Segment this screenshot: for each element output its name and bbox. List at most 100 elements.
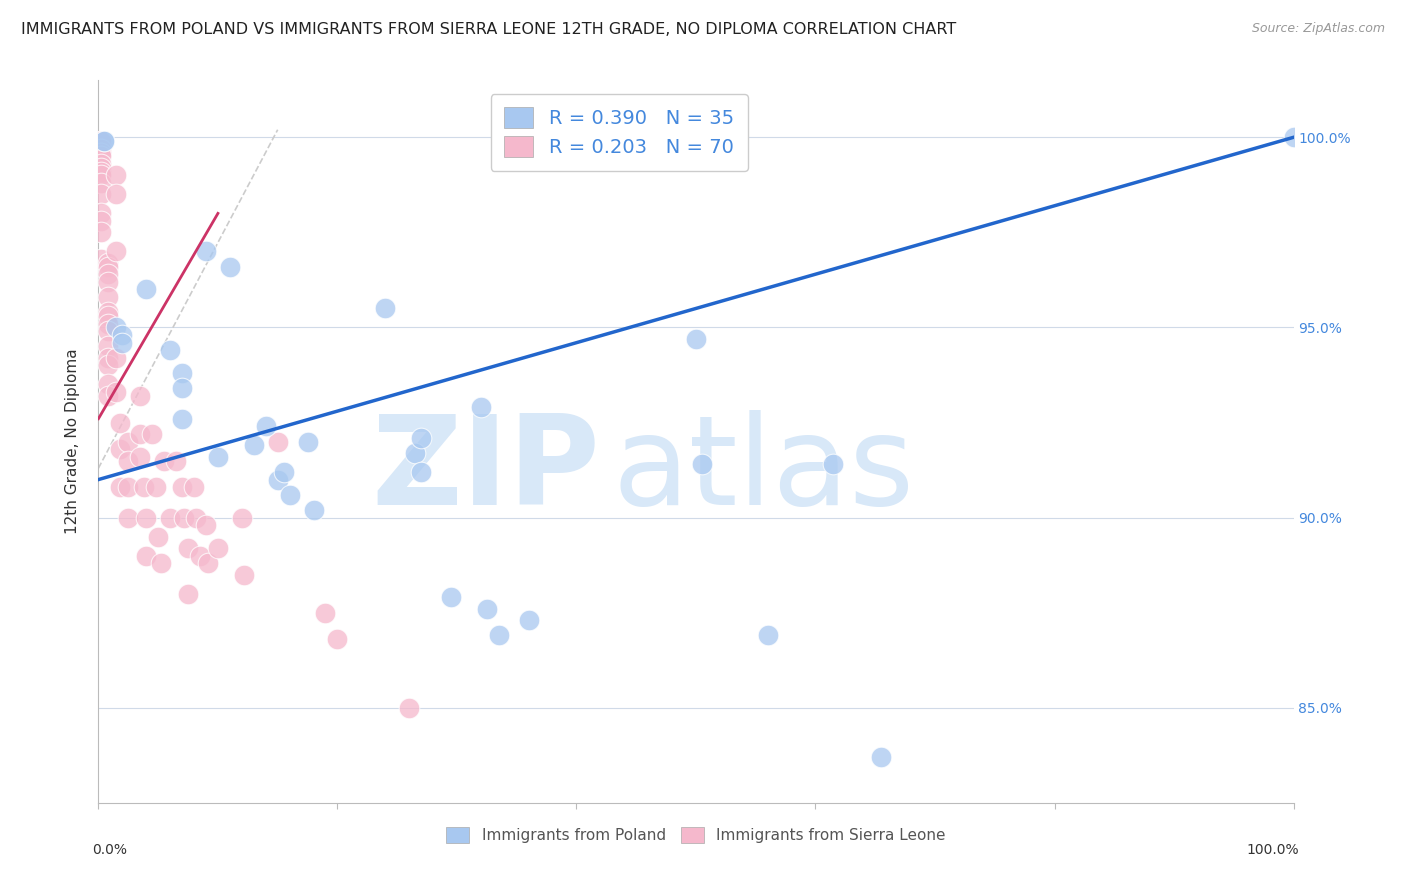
Point bbox=[411, 431, 433, 445]
Point bbox=[90, 157, 112, 171]
Point bbox=[172, 411, 194, 425]
Point bbox=[517, 613, 540, 627]
Point bbox=[105, 320, 128, 334]
Point bbox=[129, 426, 152, 441]
Point bbox=[135, 549, 157, 563]
Point bbox=[97, 351, 120, 365]
Point bbox=[1282, 130, 1305, 145]
Point bbox=[97, 267, 120, 281]
Point bbox=[90, 161, 112, 175]
Point bbox=[685, 332, 707, 346]
Point bbox=[97, 317, 120, 331]
Point bbox=[97, 275, 120, 289]
Point bbox=[90, 134, 112, 148]
Point bbox=[302, 503, 325, 517]
Text: 0.0%: 0.0% bbox=[93, 843, 128, 856]
Point bbox=[404, 446, 426, 460]
Point bbox=[90, 226, 112, 240]
Point bbox=[219, 260, 242, 274]
Point bbox=[172, 480, 194, 494]
Point bbox=[90, 134, 112, 148]
Point bbox=[97, 260, 120, 274]
Point bbox=[145, 480, 167, 494]
Point bbox=[117, 434, 139, 449]
Point bbox=[183, 480, 205, 494]
Point bbox=[326, 632, 349, 647]
Point bbox=[117, 510, 139, 524]
Point bbox=[297, 434, 319, 449]
Text: ZIP: ZIP bbox=[371, 410, 600, 531]
Point bbox=[172, 381, 194, 395]
Point bbox=[90, 142, 112, 156]
Point bbox=[470, 401, 492, 415]
Point bbox=[231, 510, 253, 524]
Text: IMMIGRANTS FROM POLAND VS IMMIGRANTS FROM SIERRA LEONE 12TH GRADE, NO DIPLOMA CO: IMMIGRANTS FROM POLAND VS IMMIGRANTS FRO… bbox=[21, 22, 956, 37]
Point bbox=[207, 450, 229, 464]
Y-axis label: 12th Grade, No Diploma: 12th Grade, No Diploma bbox=[65, 349, 80, 534]
Point bbox=[111, 335, 134, 350]
Point bbox=[90, 206, 112, 220]
Point bbox=[97, 305, 120, 319]
Point bbox=[129, 389, 152, 403]
Point bbox=[90, 145, 112, 160]
Point bbox=[93, 134, 115, 148]
Point bbox=[159, 510, 181, 524]
Point bbox=[195, 244, 218, 259]
Point bbox=[233, 567, 256, 582]
Point bbox=[177, 541, 200, 555]
Point bbox=[411, 465, 433, 479]
Point bbox=[90, 176, 112, 190]
Point bbox=[756, 628, 779, 642]
Point bbox=[243, 438, 266, 452]
Point bbox=[97, 359, 120, 373]
Point bbox=[870, 750, 893, 764]
Point bbox=[475, 602, 498, 616]
Point bbox=[148, 530, 170, 544]
Point bbox=[97, 389, 120, 403]
Point bbox=[129, 450, 152, 464]
Point bbox=[97, 339, 120, 353]
Point bbox=[90, 214, 112, 228]
Point bbox=[111, 328, 134, 343]
Point bbox=[823, 458, 845, 472]
Point bbox=[135, 510, 157, 524]
Point bbox=[254, 419, 277, 434]
Point bbox=[97, 309, 120, 323]
Point bbox=[90, 164, 112, 178]
Point bbox=[108, 442, 131, 457]
Point bbox=[132, 480, 155, 494]
Text: atlas: atlas bbox=[613, 410, 914, 531]
Point bbox=[97, 290, 120, 304]
Point bbox=[97, 256, 120, 270]
Text: 100.0%: 100.0% bbox=[1247, 843, 1299, 856]
Point bbox=[108, 480, 131, 494]
Point bbox=[172, 366, 194, 380]
Point bbox=[690, 458, 713, 472]
Point bbox=[135, 282, 157, 296]
Point bbox=[440, 591, 463, 605]
Point bbox=[105, 187, 128, 202]
Point bbox=[90, 187, 112, 202]
Point bbox=[90, 252, 112, 266]
Legend: Immigrants from Poland, Immigrants from Sierra Leone: Immigrants from Poland, Immigrants from … bbox=[440, 822, 952, 849]
Point bbox=[108, 416, 131, 430]
Point bbox=[165, 453, 187, 467]
Point bbox=[90, 169, 112, 183]
Point bbox=[105, 351, 128, 365]
Point bbox=[273, 465, 295, 479]
Point bbox=[117, 453, 139, 467]
Point bbox=[149, 556, 172, 570]
Point bbox=[374, 301, 396, 316]
Point bbox=[159, 343, 181, 358]
Point bbox=[117, 480, 139, 494]
Point bbox=[177, 587, 200, 601]
Point bbox=[315, 606, 337, 620]
Point bbox=[197, 556, 219, 570]
Point bbox=[105, 169, 128, 183]
Point bbox=[207, 541, 229, 555]
Point bbox=[153, 453, 176, 467]
Text: Source: ZipAtlas.com: Source: ZipAtlas.com bbox=[1251, 22, 1385, 36]
Point bbox=[267, 434, 290, 449]
Point bbox=[105, 244, 128, 259]
Point bbox=[195, 518, 218, 533]
